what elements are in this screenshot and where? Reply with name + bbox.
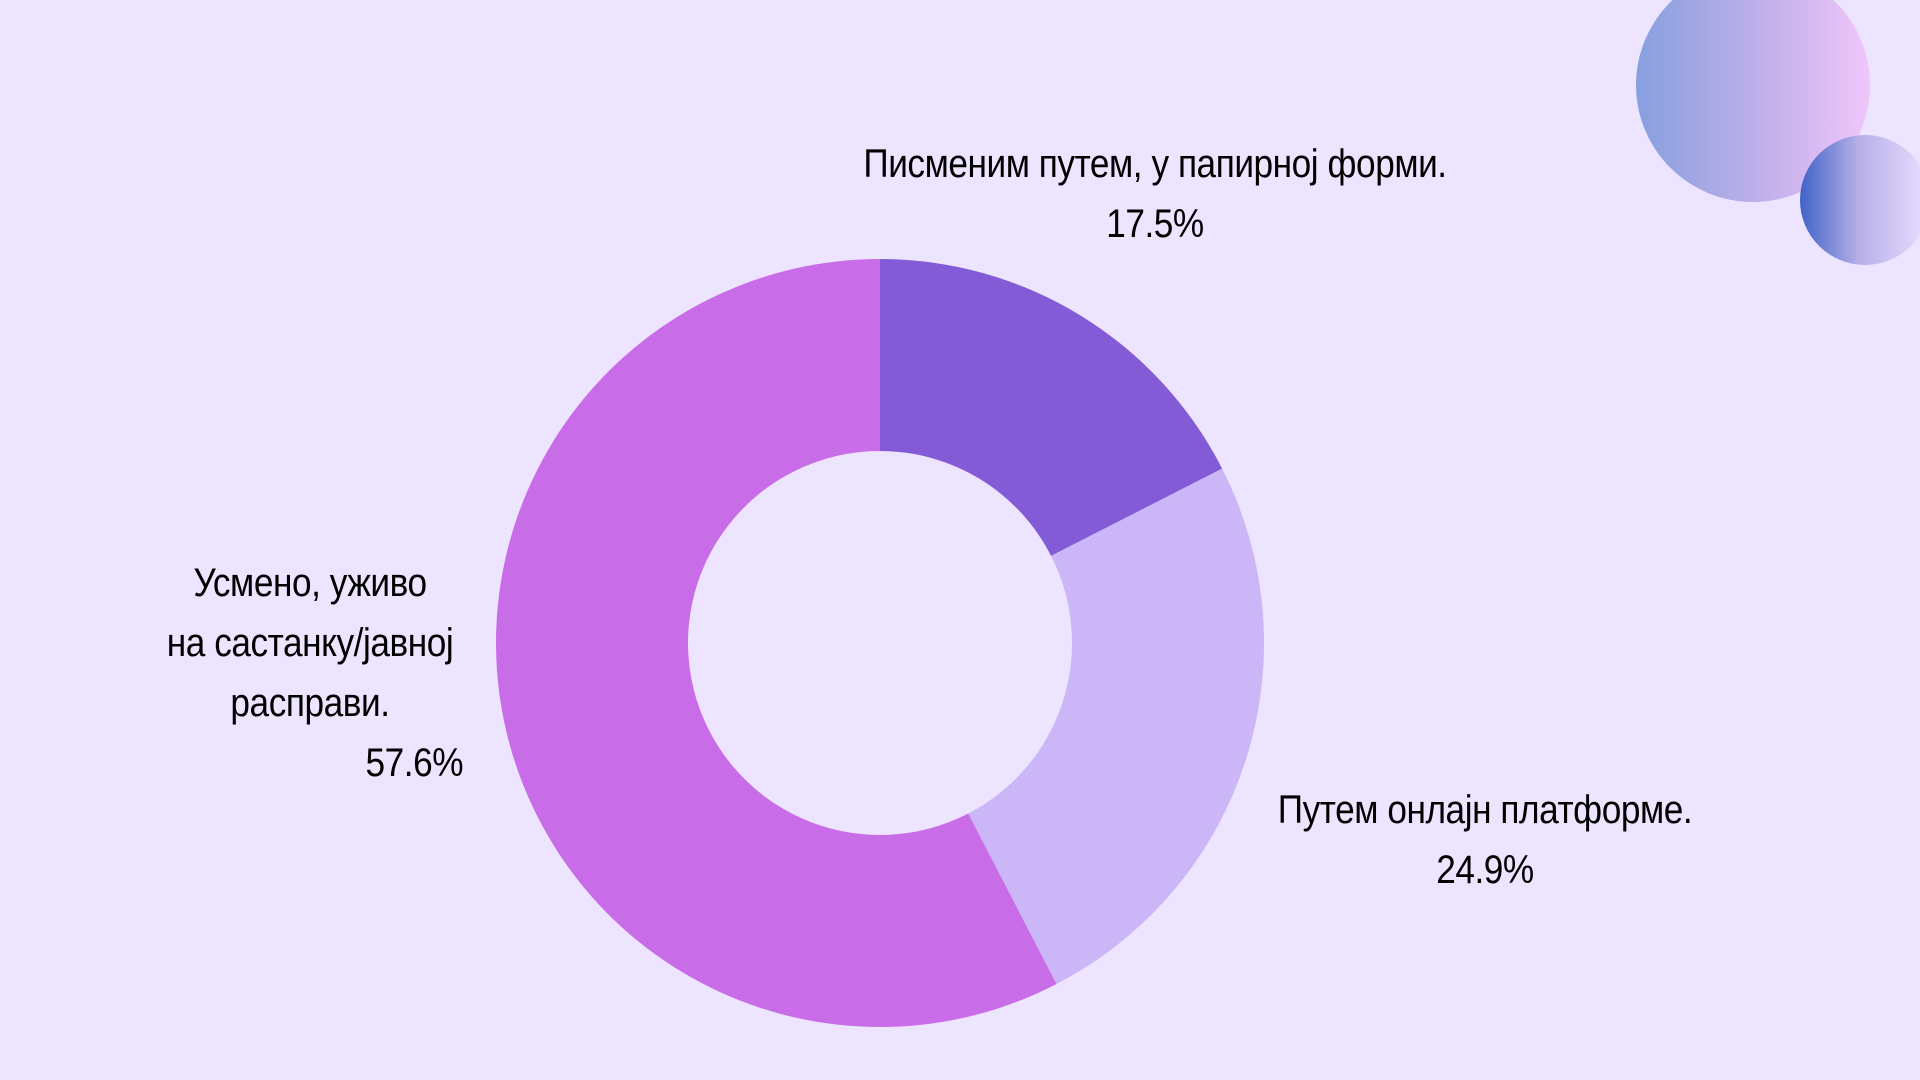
slice-value-label: 17.5% bbox=[1106, 202, 1204, 246]
slice-label-text: Путем онлајн платформе. bbox=[1277, 788, 1693, 832]
slice-value-label: 24.9% bbox=[1436, 848, 1534, 892]
donut-slice-online-platform bbox=[968, 468, 1264, 985]
slice-value-label: 57.6% bbox=[365, 741, 464, 785]
slice-label-oral-in-person: Усмено, уживо на састанку/јавној расправ… bbox=[152, 553, 469, 793]
slice-label-paper-form: Писменим путем, у папирној форми. 17.5% bbox=[851, 134, 1458, 254]
slice-label-online-platform: Путем онлајн платформе. 24.9% bbox=[1265, 780, 1705, 900]
donut-slice-oral-in-person bbox=[495, 259, 1057, 1027]
slice-label-text: на састанку/јавној bbox=[166, 621, 454, 665]
slice-label-text: расправи. bbox=[230, 681, 390, 725]
slice-label-text: Писменим путем, у папирној форми. bbox=[863, 142, 1447, 186]
donut-slice-paper-form bbox=[880, 259, 1223, 556]
slice-label-text: Усмено, уживо bbox=[193, 561, 427, 605]
decorative-gradient-circle-small bbox=[1800, 135, 1920, 265]
